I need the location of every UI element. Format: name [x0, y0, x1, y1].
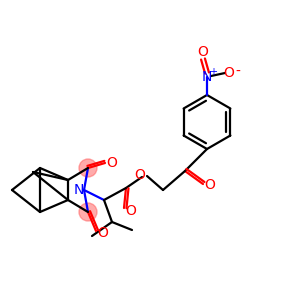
Text: O: O: [224, 66, 234, 80]
Text: O: O: [126, 204, 136, 218]
Text: N: N: [202, 70, 212, 84]
Text: N: N: [74, 183, 84, 197]
Text: -: -: [236, 65, 240, 79]
Text: O: O: [205, 178, 215, 192]
Text: O: O: [106, 156, 117, 170]
Text: +: +: [209, 67, 217, 77]
Circle shape: [79, 159, 97, 177]
Text: O: O: [98, 226, 108, 240]
Text: O: O: [135, 168, 146, 182]
Text: O: O: [198, 45, 208, 59]
Circle shape: [79, 203, 97, 221]
